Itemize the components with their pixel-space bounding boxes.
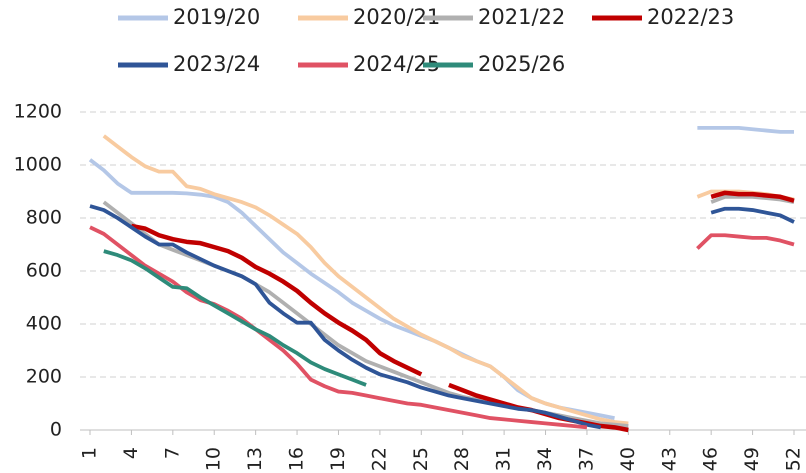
legend-label: 2021/22 (478, 5, 565, 29)
y-tick-label: 1200 (14, 101, 62, 123)
x-tick-label: 13 (244, 447, 266, 471)
x-tick-label: 31 (493, 447, 515, 471)
x-tick-label: 7 (161, 447, 183, 459)
series-line (103, 249, 367, 387)
series-line (102, 194, 795, 428)
y-tick-label: 400 (26, 313, 62, 335)
x-tick-label: 4 (120, 447, 142, 459)
series-line (89, 225, 795, 430)
x-tick-label: 16 (286, 447, 308, 471)
y-tick-label: 200 (26, 366, 62, 388)
series-line (88, 126, 794, 420)
x-tick-label: 1 (79, 447, 101, 459)
x-tick-label: 37 (575, 447, 597, 471)
y-tick-label: 1000 (14, 154, 62, 176)
y-tick-label: 0 (50, 419, 62, 441)
legend-label: 2025/26 (478, 52, 565, 76)
series-line (89, 204, 795, 430)
x-tick-label: 40 (617, 447, 639, 471)
x-tick-label: 28 (451, 447, 473, 471)
x-tick-label: 19 (327, 447, 349, 471)
x-tick-label: 46 (700, 447, 722, 471)
x-tick-label: 22 (368, 447, 390, 471)
legend-label: 2022/23 (647, 5, 734, 29)
y-tick-label: 800 (26, 207, 62, 229)
legend-label: 2019/20 (173, 5, 260, 29)
x-tick-label: 25 (410, 447, 432, 471)
x-tick-label: 34 (534, 447, 556, 471)
x-tick-label: 49 (741, 447, 763, 471)
x-tick-label: 52 (783, 447, 805, 471)
y-tick-label: 600 (26, 260, 62, 282)
x-tick-label: 10 (203, 447, 225, 471)
legend-label: 2023/24 (173, 52, 260, 76)
series-line (102, 134, 795, 426)
x-tick-label: 43 (658, 447, 680, 471)
